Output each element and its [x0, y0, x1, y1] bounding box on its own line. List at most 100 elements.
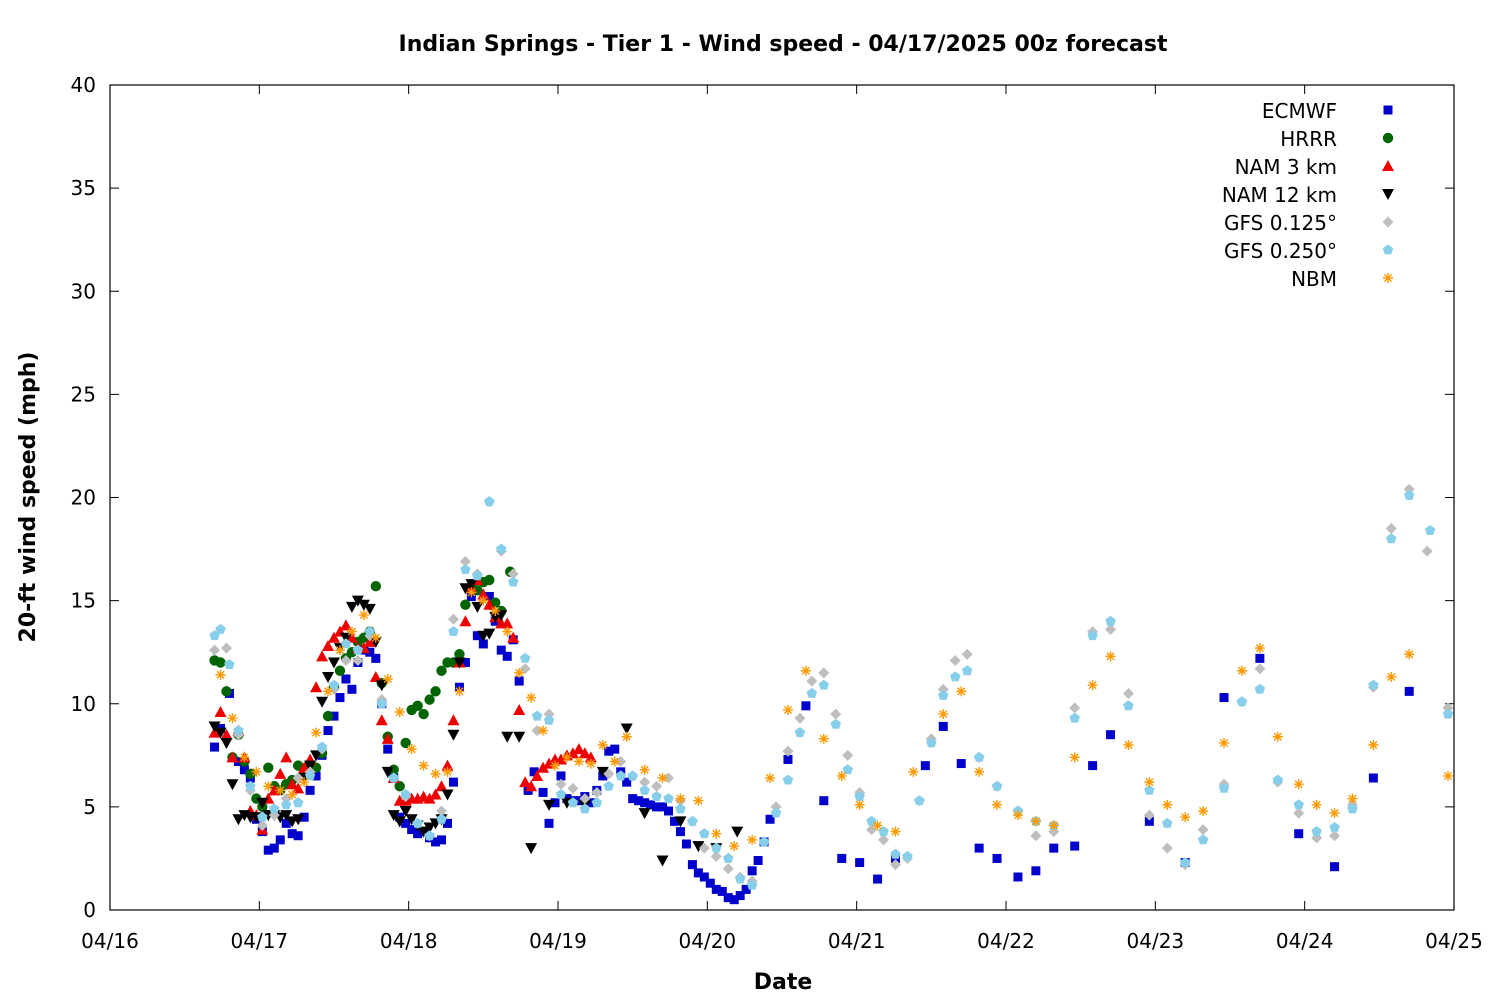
data-point	[316, 650, 329, 662]
data-point	[938, 709, 949, 720]
legend-label: HRRR	[1280, 127, 1337, 151]
data-point	[311, 727, 322, 738]
data-point	[555, 778, 567, 790]
x-tick-label: 04/19	[529, 929, 587, 953]
data-point	[245, 780, 256, 791]
data-point	[699, 828, 710, 839]
data-point	[519, 663, 531, 675]
data-point	[423, 792, 436, 804]
data-point	[794, 727, 806, 738]
data-point	[322, 640, 335, 651]
data-point	[1087, 680, 1098, 691]
data-point	[256, 797, 269, 809]
data-point	[251, 766, 262, 777]
data-point	[346, 626, 357, 637]
data-point	[352, 654, 364, 666]
data-point	[722, 863, 734, 875]
data-point	[310, 750, 323, 762]
data-point	[1105, 651, 1116, 662]
data-point	[394, 781, 405, 792]
data-point	[973, 751, 985, 762]
data-point	[566, 747, 579, 759]
data-point	[1329, 822, 1340, 832]
data-point	[1030, 830, 1042, 842]
data-point	[723, 852, 734, 863]
data-point	[388, 772, 399, 783]
data-point	[854, 799, 865, 810]
data-point	[275, 835, 285, 845]
data-point	[496, 543, 507, 554]
data-point	[991, 780, 1003, 791]
data-point	[855, 858, 865, 868]
data-point	[1368, 773, 1378, 783]
data-point	[1198, 806, 1209, 816]
data-point	[1105, 624, 1117, 635]
data-point	[478, 639, 488, 649]
legend-marker	[1382, 216, 1394, 228]
data-point	[836, 770, 847, 781]
y-tick-label: 35	[71, 176, 96, 200]
legend-marker	[1383, 105, 1393, 115]
data-point	[399, 806, 412, 817]
data-point	[1255, 653, 1265, 663]
data-point	[664, 806, 674, 816]
data-point	[364, 626, 376, 636]
data-point	[525, 843, 538, 855]
data-point	[352, 644, 364, 655]
data-point	[280, 751, 293, 763]
data-point	[232, 814, 245, 826]
chart-title: Indian Springs - Tier 1 - Wind speed - 0…	[399, 32, 1168, 57]
data-point	[723, 893, 733, 903]
y-tick-label: 40	[71, 73, 96, 97]
data-point	[596, 766, 609, 778]
data-point	[381, 732, 394, 744]
data-point	[1219, 693, 1229, 703]
data-point	[400, 789, 411, 799]
data-point	[263, 845, 273, 855]
data-point	[304, 770, 316, 781]
data-point	[1144, 777, 1155, 788]
data-point	[830, 718, 841, 729]
data-point	[311, 771, 321, 781]
x-tick-label: 04/22	[977, 929, 1035, 953]
data-point	[837, 853, 847, 863]
data-point	[890, 826, 901, 837]
data-point	[459, 583, 472, 595]
data-point	[387, 810, 400, 822]
data-point	[693, 795, 704, 806]
data-point	[484, 496, 495, 507]
data-point	[281, 818, 291, 828]
data-point	[423, 822, 436, 834]
data-point	[1070, 841, 1080, 851]
data-point	[514, 667, 525, 678]
data-point	[472, 570, 483, 581]
data-point	[770, 807, 782, 818]
data-point	[567, 782, 579, 794]
data-point	[634, 796, 644, 806]
data-point	[1443, 770, 1454, 781]
data-point	[383, 744, 393, 754]
data-point	[502, 626, 513, 637]
data-point	[513, 731, 526, 743]
legend-label: NAM 12 km	[1222, 183, 1337, 207]
data-point	[431, 837, 441, 847]
data-point	[501, 731, 514, 743]
data-point	[227, 713, 238, 724]
data-point	[263, 781, 274, 792]
data-point	[746, 879, 758, 890]
data-point	[405, 814, 418, 826]
data-point	[603, 768, 615, 780]
y-tick-label: 15	[71, 589, 96, 613]
data-point	[1330, 862, 1340, 872]
data-point	[226, 779, 239, 791]
data-point	[620, 723, 633, 735]
data-point	[401, 818, 411, 828]
data-point	[729, 841, 740, 852]
data-point	[1254, 643, 1265, 654]
data-point	[1144, 784, 1155, 795]
data-point	[735, 891, 745, 901]
x-tick-label: 04/18	[380, 929, 438, 953]
data-point	[753, 856, 763, 865]
data-point	[239, 765, 249, 775]
